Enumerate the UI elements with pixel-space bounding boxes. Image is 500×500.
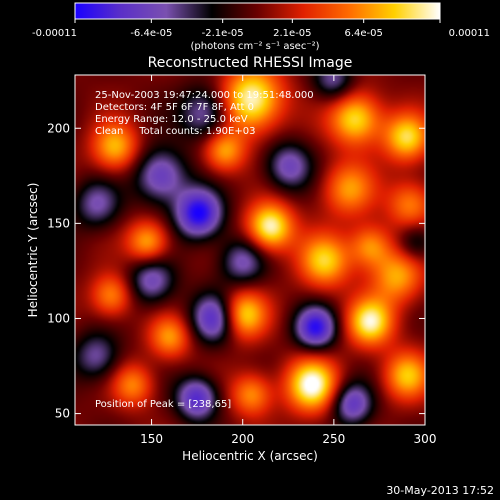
colorbar-tick-label: -6.4e-05 [130, 28, 172, 39]
heatmap-image [75, 75, 425, 425]
colorbar [74, 2, 441, 20]
chart-title: Reconstructed RHESSI Image [148, 55, 353, 71]
info-line: Detectors: 4F 5F 6F 7F 8F, Att 0 [95, 102, 254, 113]
x-axis-ticks: 150 200 250 300 [140, 75, 436, 446]
heatmap-area [75, 75, 425, 425]
x-tick-label: 150 [140, 432, 163, 446]
x-tick-label: 300 [414, 432, 437, 446]
colorbar-tick-label: 6.4e-05 [344, 28, 382, 39]
colorbar-tick-label: -0.00011 [32, 28, 77, 39]
x-axis-label: Heliocentric X (arcsec) [182, 449, 318, 463]
peak-position-label: Position of Peak = [238,65] [95, 399, 231, 410]
y-tick-label: 150 [47, 216, 70, 230]
colorbar-tick-label: 0.00011 [449, 28, 490, 39]
colorbar-tick-label: -2.1e-05 [202, 28, 244, 39]
y-tick-label: 100 [47, 311, 70, 325]
x-tick-label: 250 [322, 432, 345, 446]
plot-frame [74, 74, 426, 426]
info-line: Clean Total counts: 1.90E+03 [95, 126, 255, 137]
generation-timestamp: 30-May-2013 17:52 [386, 484, 494, 497]
info-line: 25-Nov-2003 19:47:24.000 to 19:51:48.000 [95, 90, 314, 101]
colorbar-ticks: -0.00011 -6.4e-05 -2.1e-05 2.1e-05 6.4e-05 0.… [32, 19, 490, 39]
info-line: Energy Range: 12.0 - 25.0 keV [95, 114, 248, 125]
colorbar-tick-label: 2.1e-05 [273, 28, 311, 39]
y-tick-label: 50 [55, 407, 70, 421]
y-axis-label: Heliocentric Y (arcsec) [26, 183, 40, 318]
y-axis-ticks: 50 100 150 200 [47, 121, 425, 421]
y-tick-label: 200 [47, 121, 70, 135]
observation-info: 25-Nov-2003 19:47:24.000 to 19:51:48.000… [95, 90, 314, 137]
colorbar-unit-label: (photons cm⁻² s⁻¹ asec⁻²) [190, 41, 319, 52]
x-tick-label: 200 [231, 432, 254, 446]
